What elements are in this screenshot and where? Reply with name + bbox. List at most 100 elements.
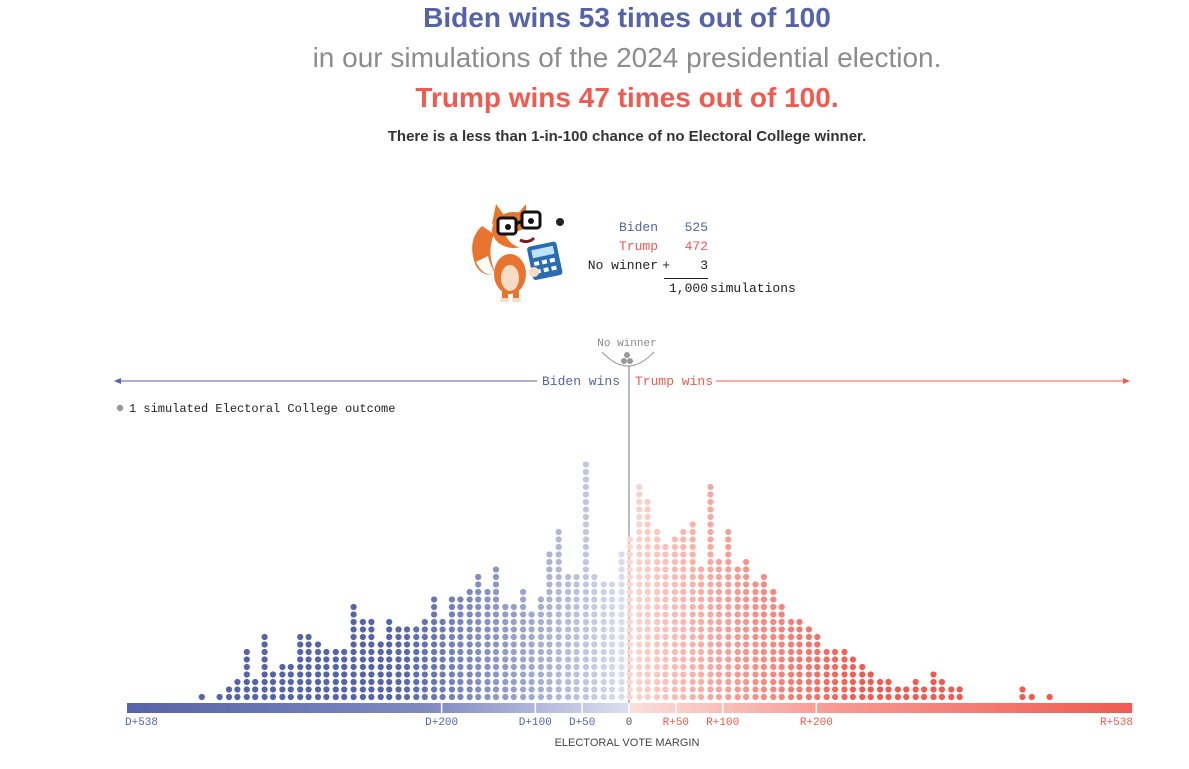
simulation-dot	[565, 678, 572, 686]
simulation-dot	[671, 648, 679, 656]
simulation-dot	[573, 656, 580, 663]
simulation-dot	[386, 671, 393, 678]
fox-mascot-icon	[472, 204, 564, 302]
simulation-dot	[600, 641, 607, 648]
simulation-dot	[386, 678, 393, 686]
simulation-dot	[707, 596, 714, 603]
simulation-dot	[475, 663, 482, 671]
no-winner-dot	[627, 358, 633, 364]
simulation-dot	[609, 686, 616, 693]
simulation-dot	[573, 618, 580, 626]
simulation-dot	[484, 641, 491, 648]
axis-tick-label: D+200	[425, 717, 458, 729]
simulation-dot	[591, 588, 598, 596]
simulation-dot	[359, 648, 366, 656]
simulation-dot	[582, 671, 590, 678]
simulation-dot	[841, 671, 848, 678]
simulation-dot	[431, 678, 438, 686]
simulation-dot	[403, 641, 411, 648]
simulation-dot	[582, 611, 590, 618]
simulation-dot	[350, 626, 357, 633]
simulation-dot	[626, 566, 634, 573]
simulation-dot	[930, 693, 937, 701]
simulation-dot	[421, 641, 428, 648]
simulation-dot	[368, 678, 375, 686]
simulation-dot	[537, 686, 545, 693]
simulation-dot	[484, 663, 491, 671]
simulation-dot	[332, 671, 339, 678]
simulation-dot	[582, 596, 590, 603]
simulation-dot	[725, 551, 732, 558]
simulation-dot	[439, 693, 446, 701]
simulation-dot	[466, 656, 473, 663]
simulation-dot	[689, 648, 696, 656]
simulation-dot	[867, 686, 874, 693]
simulation-dot	[743, 558, 750, 566]
simulation-dot	[814, 663, 821, 671]
simulation-dot	[662, 678, 669, 686]
simulation-dot	[600, 663, 607, 671]
simulation-dot	[796, 648, 803, 656]
simulation-dot	[707, 633, 714, 641]
simulation-dot	[225, 686, 233, 693]
simulation-dot	[279, 663, 286, 671]
simulation-dot	[859, 663, 866, 671]
simulation-dot	[582, 618, 590, 626]
simulation-dot	[377, 663, 384, 671]
simulation-dot	[243, 663, 250, 671]
simulation-dot	[636, 491, 643, 498]
simulation-dot	[626, 596, 634, 603]
simulation-dot	[760, 686, 768, 693]
simulation-dot	[662, 648, 669, 656]
simulation-dot	[805, 671, 813, 678]
simulation-dot	[591, 641, 598, 648]
simulation-dot	[520, 648, 527, 656]
simulation-dot	[796, 693, 803, 701]
simulation-dot	[867, 693, 874, 701]
simulation-dot	[600, 618, 607, 626]
simulation-dot	[823, 678, 830, 686]
simulation-dot	[689, 573, 696, 581]
simulation-dot	[644, 581, 651, 588]
simulation-dot	[395, 663, 402, 671]
simulation-dot	[814, 686, 821, 693]
simulation-dot	[582, 581, 590, 588]
simulation-dot	[546, 551, 553, 558]
simulation-dot	[582, 468, 590, 476]
simulation-dot	[510, 611, 517, 618]
simulation-dot	[644, 588, 651, 596]
simulation-dot	[261, 663, 268, 671]
simulation-dot	[636, 536, 643, 543]
simulation-dot	[279, 686, 286, 693]
simulation-dot	[537, 618, 545, 626]
simulation-dot	[689, 656, 696, 663]
simulation-dot	[573, 663, 580, 671]
simulation-dot	[448, 603, 455, 611]
simulation-dot	[368, 648, 375, 656]
simulation-dot	[457, 633, 464, 641]
simulation-dot	[510, 656, 517, 663]
simulation-dot	[582, 551, 590, 558]
simulation-dot	[492, 693, 500, 701]
simulation-dot	[618, 633, 625, 641]
simulation-dot	[484, 588, 491, 596]
simulation-dot	[654, 693, 661, 701]
simulation-dot	[671, 573, 679, 581]
simulation-dot	[654, 588, 661, 596]
simulation-dot	[466, 611, 473, 618]
simulation-dot	[350, 648, 357, 656]
simulation-dot	[662, 573, 669, 581]
simulation-dot	[636, 641, 643, 648]
simulation-dot	[502, 618, 509, 626]
simulation-dot	[591, 656, 598, 663]
simulation-dot	[297, 686, 304, 693]
simulation-dot	[448, 686, 455, 693]
simulation-dot	[484, 596, 491, 603]
simulation-dot	[421, 686, 428, 693]
simulation-dot	[671, 671, 679, 678]
simulation-dot	[555, 686, 562, 693]
simulation-dot	[760, 656, 768, 663]
simulation-dot	[528, 648, 535, 656]
simulation-dot	[636, 581, 643, 588]
simulation-dot	[466, 686, 473, 693]
